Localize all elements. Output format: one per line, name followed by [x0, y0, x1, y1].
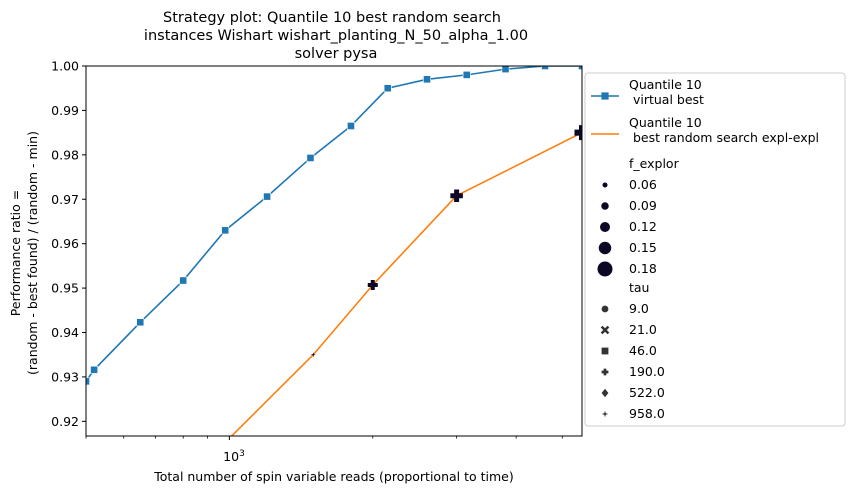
legend-shape-label-2: 46.0 [629, 343, 657, 358]
y-axis: 0.92 0.93 0.94 0.95 0.96 0.97 0.98 0.99 1.00 [51, 59, 86, 429]
legend-shape-2 [601, 347, 609, 355]
x-tick-label-1000: 103 [223, 449, 245, 464]
y-axis-label-line-1: Performance ratio = [8, 190, 23, 316]
chart-title-line-2: instances Wishart wishart_planting_N_50_… [144, 28, 528, 44]
series-line-1 [230, 131, 582, 436]
scatter-point-0 [310, 352, 316, 358]
legend-size-label-1: 0.09 [629, 198, 657, 213]
plot-frame [85, 65, 583, 437]
series-0-point-10 [462, 70, 471, 79]
legend-shape-label-4: 522.0 [629, 385, 665, 400]
y-tick-label-4: 0.96 [51, 236, 79, 251]
legend-marker-title: tau [629, 280, 649, 295]
scatter-point-3 [574, 125, 582, 141]
legend-size-label-3: 0.15 [629, 240, 657, 255]
series-0-point-6 [306, 154, 315, 162]
y-tick-label-0: 0.92 [51, 414, 79, 429]
legend-shape-label-5: 958.0 [629, 406, 665, 421]
scatter-point-1 [367, 279, 378, 290]
legend-shape-label-3: 190.0 [629, 364, 665, 379]
y-tick-label-7: 0.99 [51, 103, 79, 118]
legend-label-1: Quantile 10 best random search expl-expl [629, 115, 819, 145]
legend-size-marker-0 [602, 182, 608, 188]
legend-size-marker-2 [600, 222, 610, 232]
y-tick-label-3: 0.95 [51, 281, 79, 296]
legend-shape-4 [601, 388, 609, 398]
x-axis: 103 [85, 436, 563, 464]
legend-shape-label-0: 9.0 [629, 301, 649, 316]
y-tick-label-1: 0.93 [51, 369, 79, 384]
y-tick-label-2: 0.94 [51, 325, 79, 340]
x-tick-label-exponent: 3 [239, 449, 245, 459]
chart-title-line-1: Strategy plot: Quantile 10 best random s… [163, 10, 501, 26]
y-tick-label-6: 0.98 [51, 147, 79, 162]
legend-size-marker-1 [601, 202, 609, 210]
plot-area [85, 65, 583, 437]
legend-size-marker-4 [597, 261, 613, 277]
legend-size-label-4: 0.18 [629, 261, 657, 276]
series-0-point-8 [383, 84, 392, 93]
chart-title-line-3: solver pysa [295, 46, 378, 62]
legend: Quantile 10 virtual best Quantile 10 best… [584, 72, 846, 427]
legend-shape-5 [601, 410, 609, 418]
x-axis-label: Total number of spin variable reads (pro… [153, 469, 514, 484]
legend-size-marker-3 [598, 241, 612, 255]
legend-size-label-2: 0.12 [629, 219, 657, 234]
legend-frame [584, 72, 846, 427]
series-0-point-2 [136, 318, 145, 327]
legend-shape-1 [600, 325, 610, 335]
series-0-point-3 [179, 276, 188, 285]
legend-label-0: Quantile 10 virtual best [629, 77, 704, 107]
scatter-point-2 [450, 189, 463, 202]
legend-size-title: f_explor [629, 156, 680, 171]
series-0-point-7 [347, 122, 355, 130]
series-0-point-4 [221, 226, 230, 235]
legend-marker-0 [601, 92, 609, 100]
series-0-point-5 [263, 192, 271, 201]
x-tick-label-base: 10 [223, 449, 239, 464]
series-0-point-1 [90, 365, 99, 374]
legend-size-label-0: 0.06 [629, 177, 657, 192]
legend-shape-label-1: 21.0 [629, 322, 657, 337]
y-axis-label-line-2: (random - best found) / (random - min) [25, 131, 40, 375]
y-tick-label-8: 1.00 [51, 59, 79, 74]
y-tick-label-5: 0.97 [51, 192, 79, 207]
series-line-0 [86, 66, 582, 382]
series-0-point-11 [501, 66, 510, 74]
series-0-point-9 [423, 75, 431, 84]
legend-shape-0 [601, 305, 609, 313]
legend-shape-3 [601, 368, 609, 376]
